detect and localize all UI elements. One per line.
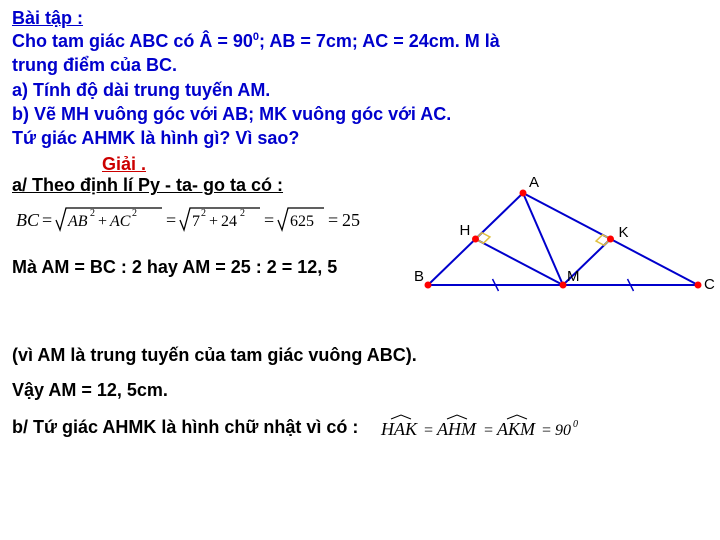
title: Bài tập :	[12, 8, 708, 29]
svg-text:+: +	[209, 213, 218, 230]
triangle-diagram: ABCMHK	[408, 165, 708, 335]
svg-text:=: =	[42, 210, 52, 230]
p-l1a: Cho tam giác ABC có Â = 90	[12, 31, 253, 51]
svg-text:=: =	[166, 210, 176, 230]
svg-text:+: +	[98, 213, 107, 230]
svg-text:K: K	[619, 224, 629, 241]
svg-text:2: 2	[240, 208, 245, 219]
svg-text:AB: AB	[67, 213, 88, 230]
line-reason: (vì AM là trung tuyến của tam giác vuông…	[12, 345, 708, 366]
p-l4: b) Vẽ MH vuông góc với AB; MK vuông góc …	[12, 104, 451, 124]
line-b: b/ Tứ giác AHMK là hình chữ nhật vì có :…	[12, 415, 708, 443]
svg-text:=: =	[541, 422, 552, 439]
svg-text:A: A	[529, 174, 539, 191]
svg-text:=: =	[264, 210, 274, 230]
svg-text:0: 0	[573, 419, 578, 430]
line-result: Vậy AM = 12, 5cm.	[12, 380, 708, 401]
svg-text:24: 24	[221, 213, 237, 230]
problem-statement: Cho tam giác ABC có Â = 900; AB = 7cm; A…	[12, 29, 708, 150]
line-a: a/ Theo định lí Py - ta- go ta có :	[12, 175, 402, 196]
svg-text:7: 7	[192, 213, 200, 230]
svg-text:90: 90	[555, 422, 571, 439]
svg-text:AKM: AKM	[496, 419, 536, 439]
svg-text:2: 2	[90, 208, 95, 219]
svg-text:H: H	[460, 222, 471, 239]
svg-text:25: 25	[342, 210, 360, 230]
formula-bc: BC = AB 2 + AC 2 = 7 2 + 24 2 = 625 = 25	[12, 202, 402, 243]
svg-text:AHM: AHM	[436, 419, 477, 439]
svg-text:BC: BC	[16, 210, 40, 230]
svg-text:625: 625	[290, 213, 314, 230]
svg-text:2: 2	[132, 208, 137, 219]
svg-text:B: B	[414, 268, 424, 285]
formula-svg: BC = AB 2 + AC 2 = 7 2 + 24 2 = 625 = 25	[12, 202, 392, 238]
svg-text:2: 2	[201, 208, 206, 219]
svg-text:=: =	[483, 422, 494, 439]
line-ma: Mà AM = BC : 2 hay AM = 25 : 2 = 12, 5	[12, 257, 402, 278]
p-l5: Tứ giác AHMK là hình gì? Vì sao?	[12, 128, 299, 148]
svg-text:=: =	[328, 210, 338, 230]
svg-text:=: =	[423, 422, 434, 439]
line-b-prefix: b/ Tứ giác AHMK là hình chữ nhật vì có :	[12, 418, 358, 438]
p-l1b: ; AB = 7cm; AC = 24cm. M là	[259, 31, 500, 51]
svg-text:AC: AC	[109, 213, 131, 230]
svg-text:M: M	[567, 268, 580, 285]
svg-text:HAK: HAK	[380, 419, 418, 439]
p-l2: trung điểm của BC.	[12, 55, 177, 75]
p-l3: a) Tính độ dài trung tuyến AM.	[12, 80, 270, 100]
line-a-text: Theo định lí Py - ta- go ta có :	[32, 175, 283, 195]
line-a-prefix: a/	[12, 175, 32, 195]
svg-text:C: C	[704, 276, 715, 293]
formula-b: HAK = AHM = AKM = 90 0	[381, 418, 581, 438]
